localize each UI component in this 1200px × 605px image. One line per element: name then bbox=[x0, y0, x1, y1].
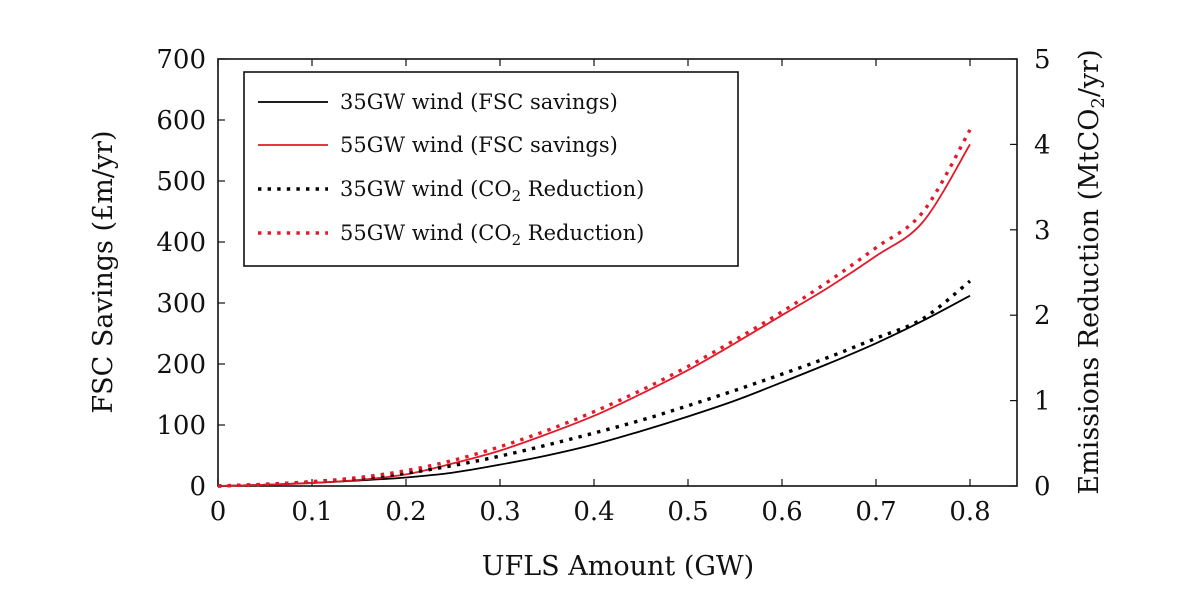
y2-tick-label: 2 bbox=[1034, 301, 1051, 331]
series-line-2 bbox=[217, 143, 971, 487]
y2-tick-label: 3 bbox=[1034, 216, 1051, 246]
y2-axis-label-end: /yr) bbox=[1074, 49, 1105, 97]
y2-tick-label: 4 bbox=[1034, 130, 1051, 160]
y2-tick-label: 5 bbox=[1034, 45, 1051, 75]
y-tick-label: 0 bbox=[189, 472, 206, 502]
x-tick-label: 0.3 bbox=[479, 497, 520, 527]
y-tick-label: 100 bbox=[156, 411, 206, 441]
x-axis-label: UFLS Amount (GW) bbox=[482, 551, 754, 582]
y-tick-label: 300 bbox=[156, 289, 206, 319]
y-tick-label: 200 bbox=[156, 350, 206, 380]
series-line-1 bbox=[217, 294, 971, 487]
legend-label-3: 35GW wind (CO2 Reduction) bbox=[340, 177, 644, 205]
y2-tick-label: 0 bbox=[1034, 472, 1051, 502]
x-tick-label: 0.6 bbox=[761, 497, 802, 527]
y2-tick-label: 1 bbox=[1034, 387, 1051, 417]
x-tick-label: 0.2 bbox=[385, 497, 426, 527]
x-tick-label: 0.8 bbox=[949, 497, 990, 527]
x-tick-label: 0.4 bbox=[573, 497, 614, 527]
y-axis-label: FSC Savings (£m/yr) bbox=[88, 130, 119, 413]
y2-axis-label-sub: 2 bbox=[1088, 97, 1109, 108]
plot-frame bbox=[217, 58, 1018, 487]
y2-axis-label-main: Emissions Reduction (MtCO bbox=[1074, 109, 1105, 495]
y2-axis-label: Emissions Reduction (MtCO2/yr) bbox=[1074, 49, 1109, 494]
legend-label-4: 55GW wind (CO2 Reduction) bbox=[340, 221, 644, 249]
legend-label-2: 55GW wind (FSC savings) bbox=[340, 133, 618, 157]
x-tick-label: 0 bbox=[210, 497, 227, 527]
x-tick-label: 0.5 bbox=[667, 497, 708, 527]
x-tick-label: 0.1 bbox=[291, 497, 332, 527]
x-tick-label: 0.7 bbox=[855, 497, 896, 527]
y-tick-label: 600 bbox=[156, 106, 206, 136]
y-tick-label: 400 bbox=[156, 228, 206, 258]
series-line-4 bbox=[217, 129, 972, 488]
y-tick-label: 500 bbox=[156, 167, 206, 197]
series-line-3 bbox=[217, 279, 972, 488]
y-tick-label: 700 bbox=[156, 45, 206, 75]
legend-label-1: 35GW wind (FSC savings) bbox=[340, 90, 618, 114]
